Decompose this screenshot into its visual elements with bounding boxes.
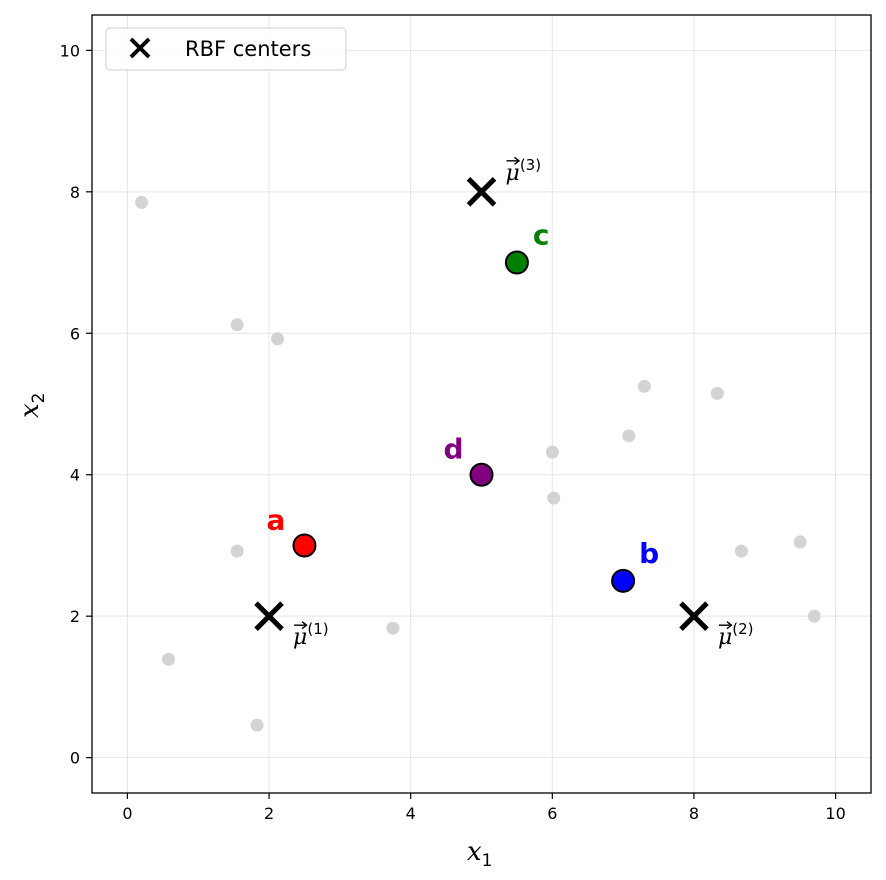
y-tick-label: 6 bbox=[70, 324, 80, 343]
rbf-centers: μ(1) μ(2)μ(3) bbox=[254, 156, 754, 650]
axis-ticks: 0 2 4 6 8 10 0 2 4 6 8 10 bbox=[60, 41, 846, 823]
rbf-center-label: μ(3) bbox=[506, 156, 542, 186]
y-tick-label: 8 bbox=[70, 183, 80, 202]
legend-marker-x-icon bbox=[129, 37, 151, 59]
legend-box bbox=[105, 27, 347, 71]
grid bbox=[92, 15, 871, 793]
x-tick-label: 10 bbox=[825, 804, 845, 823]
background-point bbox=[386, 621, 400, 635]
point-c bbox=[504, 250, 529, 275]
x-axis-label: x1 bbox=[467, 837, 493, 871]
mu-symbol: μ bbox=[506, 161, 520, 186]
rbf-center-stroke bbox=[254, 601, 284, 631]
x-tick-label: 4 bbox=[406, 804, 416, 823]
rbf-center-stroke bbox=[679, 601, 709, 631]
x-tick-label: 0 bbox=[122, 804, 132, 823]
point-label-b: b bbox=[639, 537, 659, 570]
point-d bbox=[469, 462, 494, 487]
background-point bbox=[547, 491, 561, 505]
legend: RBF centers bbox=[105, 27, 347, 71]
background-point bbox=[135, 195, 149, 209]
vector-arrowhead bbox=[726, 621, 733, 630]
background-point bbox=[250, 718, 264, 732]
background-point bbox=[622, 429, 636, 443]
mu-symbol: μ bbox=[293, 625, 307, 650]
background-point bbox=[807, 609, 821, 623]
point-a bbox=[292, 533, 317, 558]
background-point bbox=[230, 544, 244, 558]
y-tick-label: 4 bbox=[70, 466, 80, 485]
background-point bbox=[545, 445, 559, 459]
background-point bbox=[161, 652, 175, 666]
mu-symbol: μ bbox=[718, 625, 732, 650]
rbf-center-stroke bbox=[466, 177, 497, 207]
mu-superscript: (1) bbox=[307, 620, 328, 638]
y-tick-label: 2 bbox=[70, 607, 80, 626]
background-point bbox=[710, 386, 724, 400]
legend-entry-rbf-centers: RBF centers bbox=[185, 37, 311, 61]
background-point bbox=[793, 535, 807, 549]
highlighted-points: a b c d bbox=[266, 219, 659, 593]
vector-arrowhead bbox=[514, 156, 521, 165]
x-tick-label: 6 bbox=[547, 804, 557, 823]
x-tick-label: 2 bbox=[264, 804, 274, 823]
x-tick-label: 8 bbox=[689, 804, 699, 823]
mu-superscript: (3) bbox=[520, 156, 541, 174]
rbf-center-marker bbox=[254, 601, 284, 631]
rbf-center-label: μ(2) bbox=[718, 620, 754, 650]
rbf-center-marker bbox=[466, 177, 497, 207]
mu-superscript: (2) bbox=[732, 620, 753, 638]
background-point bbox=[734, 544, 748, 558]
y-axis-label: x2 bbox=[15, 393, 49, 419]
point-label-a: a bbox=[266, 503, 285, 536]
background-points bbox=[135, 195, 821, 732]
background-point bbox=[637, 379, 651, 393]
background-point bbox=[271, 332, 285, 346]
point-label-c: c bbox=[533, 219, 550, 252]
rbf-center-marker bbox=[679, 601, 709, 631]
plot-frame bbox=[91, 14, 872, 794]
vector-arrowhead bbox=[301, 621, 308, 630]
y-tick-label: 0 bbox=[70, 749, 80, 768]
point-label-d: d bbox=[444, 433, 464, 466]
background-point bbox=[230, 318, 244, 332]
rbf-center-label: μ(1) bbox=[293, 620, 329, 650]
point-b bbox=[611, 568, 636, 593]
y-tick-label: 10 bbox=[60, 41, 80, 60]
